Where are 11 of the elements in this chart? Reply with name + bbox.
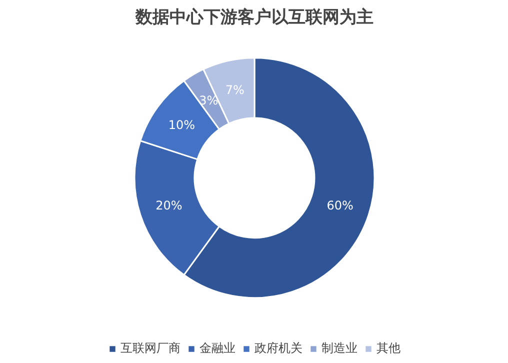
legend-label: 其他 — [376, 340, 400, 357]
data-label: 7% — [225, 83, 244, 97]
legend-label: 互联网厂商 — [120, 340, 180, 357]
legend-label: 制造业 — [322, 340, 358, 357]
legend-label: 政府机关 — [254, 340, 302, 357]
data-label: 60% — [326, 198, 354, 213]
data-label: 20% — [156, 198, 182, 213]
legend-label: 金融业 — [200, 340, 236, 357]
data-label: 3% — [199, 93, 218, 108]
chart-title: 数据中心下游客户以互联网为主 — [134, 8, 374, 28]
data-label: 10% — [168, 118, 196, 132]
